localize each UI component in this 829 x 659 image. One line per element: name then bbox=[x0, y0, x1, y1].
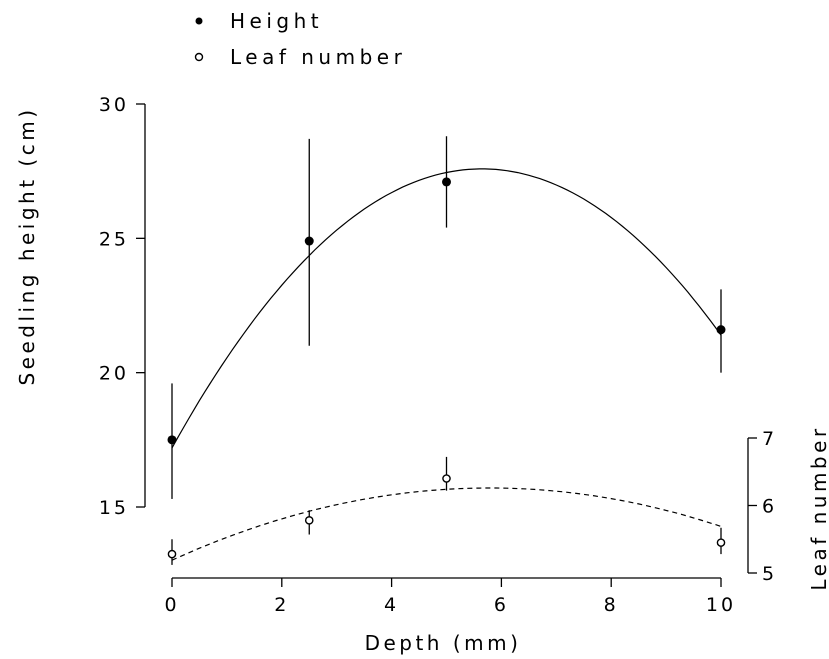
x-tick-label: 10 bbox=[706, 594, 736, 616]
leaf-number-point bbox=[304, 516, 314, 525]
x-tick-label: 0 bbox=[164, 594, 179, 616]
y-right-axis-title: Leaf number bbox=[807, 425, 829, 590]
y-left-axis-title: Seedling height (cm) bbox=[15, 106, 39, 385]
plot-area bbox=[167, 136, 726, 565]
leaf-number-point bbox=[442, 474, 451, 483]
axes: 0 2 4 6 8 10 15 20 25 30 5 6 7 bbox=[99, 94, 777, 616]
x-tick-label: 2 bbox=[274, 594, 289, 616]
legend-label-height: Height bbox=[230, 9, 323, 33]
leaf-number-point bbox=[716, 538, 726, 547]
y-left-tick-label: 30 bbox=[99, 94, 129, 116]
legend: Height Leaf number bbox=[194, 9, 406, 69]
x-tick-label: 8 bbox=[604, 594, 619, 616]
leaf-number-fit-curve bbox=[171, 487, 722, 561]
height-point bbox=[442, 177, 451, 187]
legend-label-leaf-number: Leaf number bbox=[230, 45, 406, 69]
legend-marker-leaf-number bbox=[194, 52, 204, 62]
leaf-number-point bbox=[167, 549, 177, 559]
x-tick-label: 6 bbox=[494, 594, 509, 616]
x-tick-label: 4 bbox=[384, 594, 399, 616]
height-point bbox=[716, 325, 726, 335]
y-right-tick-label: 5 bbox=[762, 563, 777, 585]
y-left-tick-label: 20 bbox=[99, 363, 129, 385]
y-right-tick-label: 7 bbox=[762, 428, 777, 450]
x-axis-title: Depth (mm) bbox=[365, 631, 522, 655]
height-point bbox=[167, 435, 177, 445]
y-left-tick-label: 25 bbox=[99, 228, 129, 250]
y-left-tick-label: 15 bbox=[99, 497, 129, 519]
legend-marker-height bbox=[195, 17, 203, 25]
y-right-tick-label: 6 bbox=[762, 496, 777, 518]
height-point bbox=[304, 236, 314, 246]
